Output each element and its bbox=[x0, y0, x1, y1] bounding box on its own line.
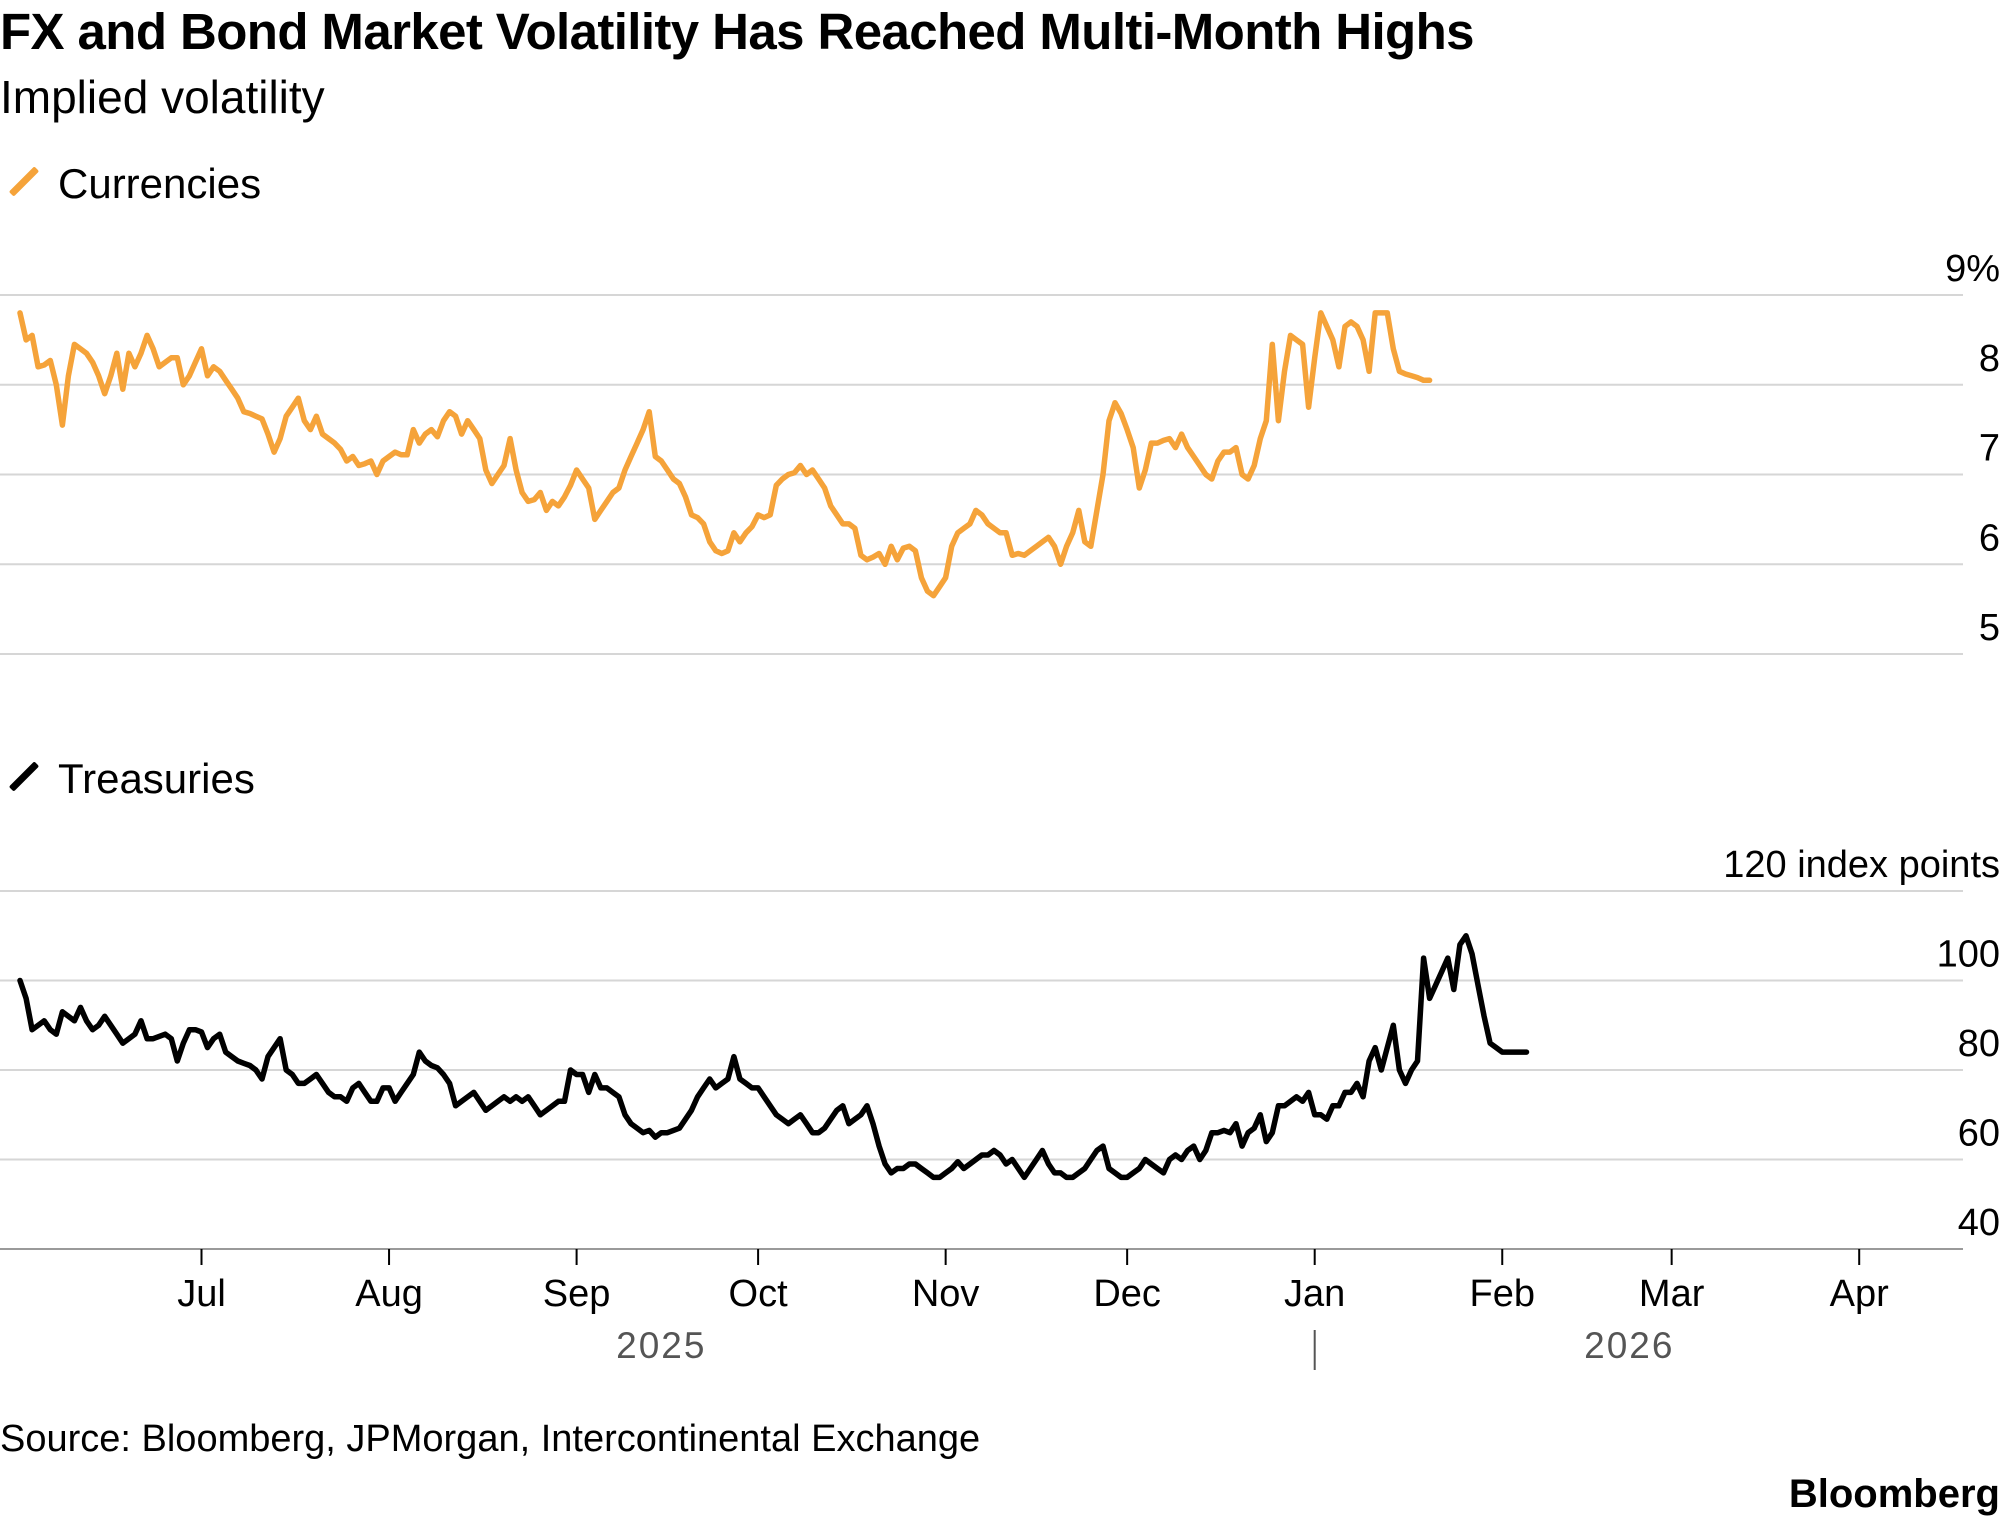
chart-title: FX and Bond Market Volatility Has Reache… bbox=[0, 3, 1475, 60]
x-tick-label: Dec bbox=[1093, 1273, 1161, 1315]
source-note: Source: Bloomberg, JPMorgan, Intercontin… bbox=[0, 1418, 981, 1460]
x-tick-label: Feb bbox=[1470, 1273, 1535, 1315]
treasuries-y-tick-label: 60 bbox=[1958, 1113, 2000, 1155]
treasuries-y-tick-label: 120 index points bbox=[1723, 844, 2000, 886]
chart-subtitle: Implied volatility bbox=[0, 71, 325, 123]
legend-currencies: Currencies bbox=[0, 160, 400, 210]
x-tick-label: Apr bbox=[1830, 1273, 1889, 1315]
bloomberg-logo: Bloomberg bbox=[1788, 1472, 2000, 1516]
x-tick-label: Oct bbox=[729, 1273, 789, 1315]
x-tick-label: Sep bbox=[543, 1273, 611, 1315]
x-tick-label: Mar bbox=[1639, 1273, 1705, 1315]
currencies-series-line bbox=[17, 310, 1433, 599]
currencies-y-tick-label: 9% bbox=[1945, 248, 2000, 290]
x-tick-label: Jan bbox=[1284, 1273, 1345, 1315]
currencies-y-tick-label: 7 bbox=[1979, 428, 2000, 470]
year-label-2026: 2026 bbox=[1584, 1325, 1674, 1366]
treasuries-y-tick-label: 80 bbox=[1958, 1023, 2000, 1065]
x-tick-label: Aug bbox=[355, 1273, 423, 1315]
legend-currencies-label: Currencies bbox=[58, 160, 262, 207]
x-tick-label: Nov bbox=[912, 1273, 980, 1315]
treasuries-y-tick-label: 100 bbox=[1937, 934, 2000, 976]
treasuries-y-tick-label: 40 bbox=[1958, 1202, 2000, 1244]
currencies-y-tick-label: 5 bbox=[1979, 607, 2000, 649]
legend-treasuries: Treasuries bbox=[0, 755, 400, 805]
x-tick-label: Jul bbox=[177, 1273, 226, 1315]
legend-treasuries-label: Treasuries bbox=[58, 755, 255, 802]
currencies-y-tick-label: 6 bbox=[1979, 517, 2000, 559]
treasuries-series-line bbox=[17, 933, 1530, 1181]
year-label-2025: 2025 bbox=[616, 1325, 706, 1366]
currencies-y-tick-label: 8 bbox=[1979, 338, 2000, 380]
